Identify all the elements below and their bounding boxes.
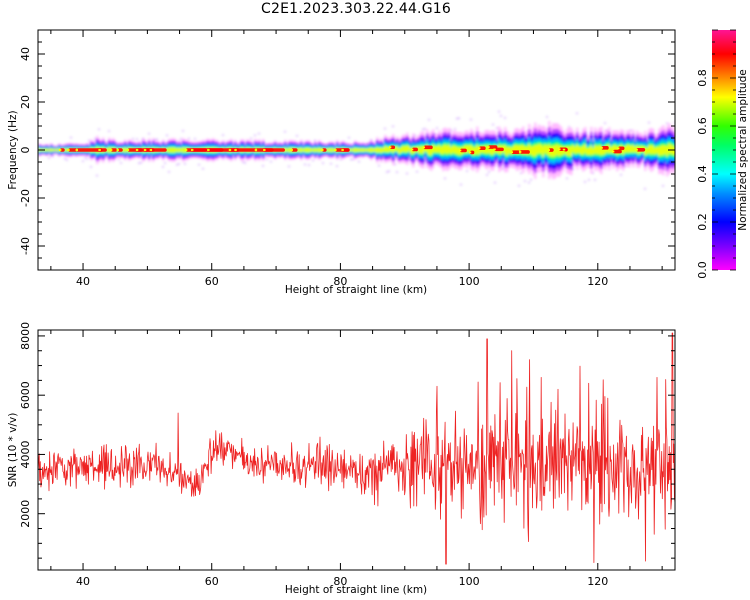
x-tick-label: 60 <box>205 275 219 288</box>
x-tick-label: 120 <box>587 575 608 588</box>
colorbar-ticks: 0.0 0.2 0.4 0.6 0.8 <box>696 29 736 279</box>
y-tick-label: 0 <box>19 147 32 154</box>
y-tick-label: 40 <box>19 47 32 61</box>
y-tick-label: 8000 <box>19 322 32 350</box>
snr-series-line <box>38 332 675 565</box>
spectrogram-x-axis-label: Height of straight line (km) <box>285 284 427 296</box>
x-tick-label: 120 <box>587 275 608 288</box>
y-tick-label: 2000 <box>19 500 32 528</box>
colorbar-gradient <box>712 30 736 270</box>
snr-panel: 40 60 80 100 120 2000 4000 6000 8000 Height of s… <box>7 322 676 596</box>
y-tick-label: 6000 <box>19 381 32 409</box>
x-tick-label: 40 <box>76 275 90 288</box>
colorbar-tick-label: 0.4 <box>696 165 709 183</box>
y-tick-label: -20 <box>19 189 32 207</box>
snr-x-axis-label: Height of straight line (km) <box>285 584 427 596</box>
snr-ticks: 40 60 80 100 120 2000 4000 6000 8000 <box>19 322 675 588</box>
x-tick-label: 80 <box>333 275 347 288</box>
y-tick-label: 20 <box>19 95 32 109</box>
spectrogram-panel: 40 60 80 100 120 40 20 0 -20 -40 Height of straig… <box>7 29 676 296</box>
spectrogram-y-axis-label: Frequency (Hz) <box>7 110 19 189</box>
x-tick-label: 80 <box>333 575 347 588</box>
x-tick-label: 100 <box>459 575 480 588</box>
snr-frame <box>37 329 676 571</box>
x-tick-label: 100 <box>459 275 480 288</box>
colorbar-tick-label: 0.8 <box>696 69 709 87</box>
snr-y-axis-label: SNR (10 * v/v) <box>7 413 19 488</box>
y-tick-label: 4000 <box>19 440 32 468</box>
spectrogram-ticks: 40 60 80 100 120 40 20 0 -20 -40 <box>19 29 675 288</box>
x-tick-label: 40 <box>76 575 90 588</box>
colorbar-tick-label: 0.0 <box>696 261 709 279</box>
colorbar: 0.0 0.2 0.4 0.6 0.8 Normalized spectral ampl… <box>696 29 749 279</box>
page-title: C2E1.2023.303.22.44.G16 <box>261 1 451 17</box>
colorbar-label: Normalized spectral amplitude <box>737 69 749 230</box>
x-tick-label: 60 <box>205 575 219 588</box>
colorbar-tick-label: 0.6 <box>696 117 709 135</box>
colorbar-tick-label: 0.2 <box>696 213 709 231</box>
spectrogram-heatmap <box>38 110 675 190</box>
y-tick-label: -40 <box>19 237 32 255</box>
